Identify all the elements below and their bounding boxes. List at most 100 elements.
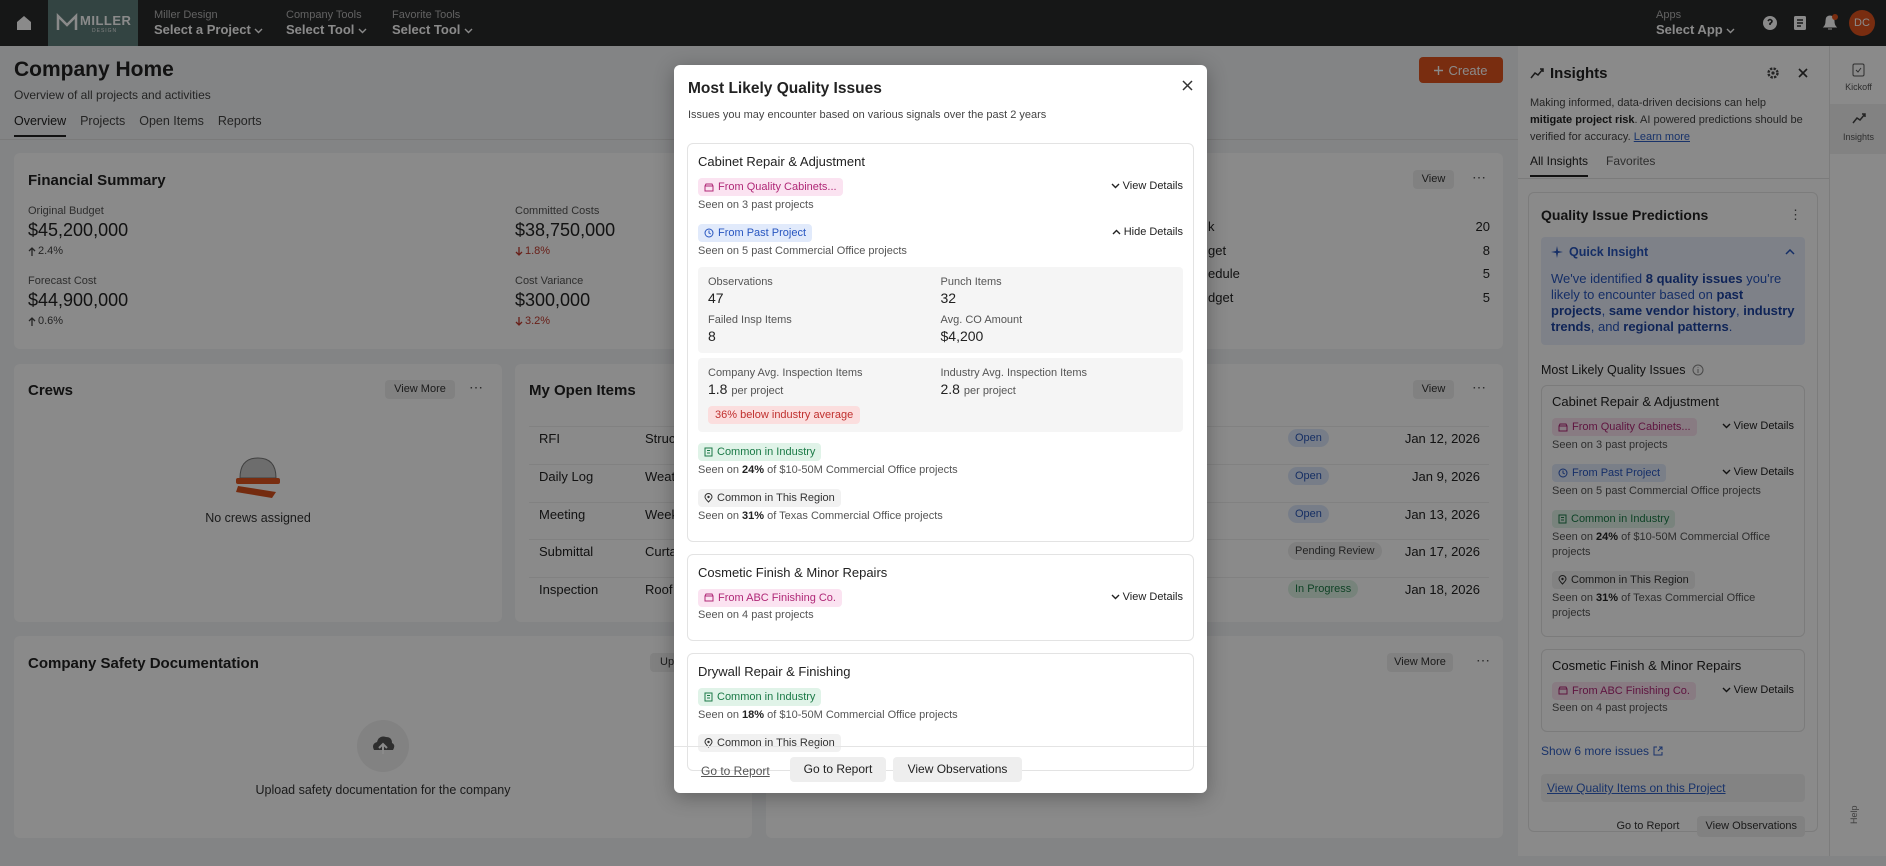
fav-select[interactable]: Select Tool bbox=[392, 22, 473, 37]
change-arrow-part bbox=[515, 316, 523, 326]
insights-button[interactable]: Go to Report bbox=[1616, 820, 1680, 832]
more-menu[interactable]: ⋯ bbox=[1472, 379, 1487, 395]
stat: Observations 47 bbox=[708, 275, 941, 307]
info-icon[interactable] bbox=[1692, 364, 1704, 376]
view-button[interactable]: View bbox=[1413, 170, 1454, 189]
details-toggle[interactable]: View Details bbox=[1111, 180, 1183, 192]
modal-subtitle: Issues you may encounter based on variou… bbox=[688, 109, 1047, 121]
page-tab[interactable]: Projects bbox=[80, 114, 126, 128]
details-toggle[interactable]: View Details bbox=[1111, 591, 1183, 603]
change-arrow-part bbox=[515, 246, 523, 256]
tag-icon-part bbox=[1562, 470, 1566, 474]
tag-icon-part bbox=[704, 492, 713, 503]
modal-button[interactable]: Go to Report bbox=[790, 757, 886, 782]
page-tab[interactable]: Overview bbox=[14, 114, 67, 137]
apps-label: Apps bbox=[1656, 9, 1682, 21]
apps-select[interactable]: Select App bbox=[1656, 22, 1735, 37]
insights-button[interactable]: View Observations bbox=[1697, 816, 1805, 837]
tag-icon-part bbox=[704, 447, 713, 456]
more-menu[interactable]: ⋯ bbox=[1476, 652, 1491, 668]
view-more-button[interactable]: View More bbox=[385, 380, 455, 399]
stat: Failed Insp Items 8 bbox=[708, 313, 941, 345]
show-more[interactable]: Show 6 more issues bbox=[1541, 744, 1805, 758]
average: Company Avg. Inspection Items 1.8 per pro… bbox=[708, 366, 941, 400]
seen-text: Seen on 18% of $10-50M Commercial Office… bbox=[698, 708, 1183, 723]
details-toggle[interactable]: View Details bbox=[1722, 420, 1794, 432]
fav-label: Favorite Tools bbox=[392, 9, 461, 21]
metric-label: Forecast Cost bbox=[28, 275, 97, 287]
insights-tab[interactable]: Favorites bbox=[1606, 154, 1656, 168]
comparison-badge: 36% below industry average bbox=[708, 405, 861, 424]
view-more-button[interactable]: View More bbox=[1387, 653, 1453, 672]
tag-label: From Past Project bbox=[1572, 466, 1661, 479]
help-icon[interactable] bbox=[1762, 15, 1778, 31]
crews-empty: No crews assigned bbox=[205, 511, 311, 525]
tag-icon-part bbox=[1558, 686, 1568, 695]
learn-more[interactable]: Learn more bbox=[1633, 131, 1690, 143]
modal-close[interactable] bbox=[1182, 80, 1193, 91]
view-items-link[interactable]: View Quality Items on this Project bbox=[1541, 774, 1805, 802]
logo-text: MILLER bbox=[80, 13, 132, 28]
summary-label: edule bbox=[1208, 266, 1240, 281]
top-bar: MILLER DESIGN Miller Design Select a Pro… bbox=[0, 0, 1886, 46]
issue-title: Cosmetic Finish & Minor Repairs bbox=[1552, 657, 1742, 673]
more-menu[interactable]: ⋯ bbox=[469, 379, 484, 395]
details-toggle[interactable]: View Details bbox=[1722, 466, 1794, 478]
page-tab[interactable]: Open Items bbox=[139, 114, 204, 128]
rail-insights-icon[interactable] bbox=[1852, 112, 1866, 125]
tag-icon bbox=[1558, 514, 1567, 524]
predictions-title: Quality Issue Predictions bbox=[1541, 207, 1709, 223]
rail-label[interactable]: Kickoff bbox=[1845, 82, 1872, 92]
project-select[interactable]: Select a Project bbox=[154, 22, 263, 37]
tag-label: Common in Industry bbox=[717, 445, 816, 458]
page-tab[interactable]: Reports bbox=[217, 114, 262, 128]
tag-icon bbox=[704, 447, 713, 457]
issue-card: Cosmetic Finish & Minor Repairs From ABC … bbox=[1541, 648, 1805, 732]
change-arrow-part bbox=[515, 316, 523, 326]
tag-icon bbox=[704, 692, 713, 702]
details-toggle[interactable]: Hide Details bbox=[1112, 226, 1183, 238]
view-button[interactable]: View bbox=[1413, 380, 1454, 399]
home-icon[interactable] bbox=[14, 13, 34, 33]
kickoff-icon[interactable] bbox=[1852, 62, 1865, 77]
seen-pre: Seen on bbox=[1552, 530, 1597, 543]
insights-tab[interactable]: All Insights bbox=[1530, 154, 1589, 177]
doc-icon[interactable] bbox=[1793, 15, 1807, 31]
create-button[interactable]: Create bbox=[1419, 57, 1503, 83]
signal: Common in Industry Seen on 24% of $10-50M… bbox=[698, 442, 1183, 478]
modal-button[interactable]: View Observations bbox=[893, 757, 1022, 782]
tag-icon-part bbox=[1558, 423, 1568, 431]
more-menu[interactable]: ⋯ bbox=[1472, 169, 1487, 185]
close-icon[interactable] bbox=[1797, 67, 1809, 79]
more-menu[interactable]: ⋮ bbox=[1789, 207, 1803, 222]
quick-header[interactable]: Quick Insight bbox=[1551, 245, 1795, 259]
bell-icon[interactable] bbox=[1822, 14, 1838, 32]
tag-icon bbox=[704, 492, 713, 503]
footer-link[interactable]: Go to Report bbox=[701, 764, 770, 778]
logo[interactable]: MILLER DESIGN bbox=[48, 0, 138, 46]
help-q bbox=[1767, 18, 1773, 25]
toggle-label: View Details bbox=[1733, 420, 1794, 432]
item-status: Open bbox=[1288, 429, 1329, 447]
seen-post: of $10-50M Commercial Office projects bbox=[1552, 530, 1771, 558]
seen-share: 31% bbox=[1596, 591, 1619, 604]
toggle-chevron bbox=[1722, 687, 1731, 693]
avatar[interactable]: DC bbox=[1849, 10, 1875, 36]
item-desc: Weat bbox=[645, 468, 676, 484]
details-toggle[interactable]: View Details bbox=[1722, 684, 1794, 696]
quick-segment: past projects bbox=[1551, 287, 1744, 318]
metric-value: $300,000 bbox=[515, 290, 591, 310]
toggle-chevron-part bbox=[1111, 183, 1120, 189]
signal: From Past Project Hide Details Seen on 5 p… bbox=[698, 223, 1183, 432]
tools-select[interactable]: Select Tool bbox=[286, 22, 367, 37]
trend bbox=[1852, 113, 1866, 124]
footer-divider bbox=[674, 746, 1207, 747]
tag-icon-part bbox=[1558, 514, 1567, 523]
change-arrow bbox=[515, 246, 523, 256]
change-arrow bbox=[515, 316, 523, 326]
rail-label[interactable]: Insights bbox=[1842, 132, 1875, 142]
signal-tag: From ABC Finishing Co. bbox=[698, 588, 842, 607]
settings-icon[interactable] bbox=[1766, 66, 1780, 80]
toggle-chevron-part bbox=[1111, 183, 1120, 189]
average-number: 1.8 bbox=[708, 380, 728, 397]
